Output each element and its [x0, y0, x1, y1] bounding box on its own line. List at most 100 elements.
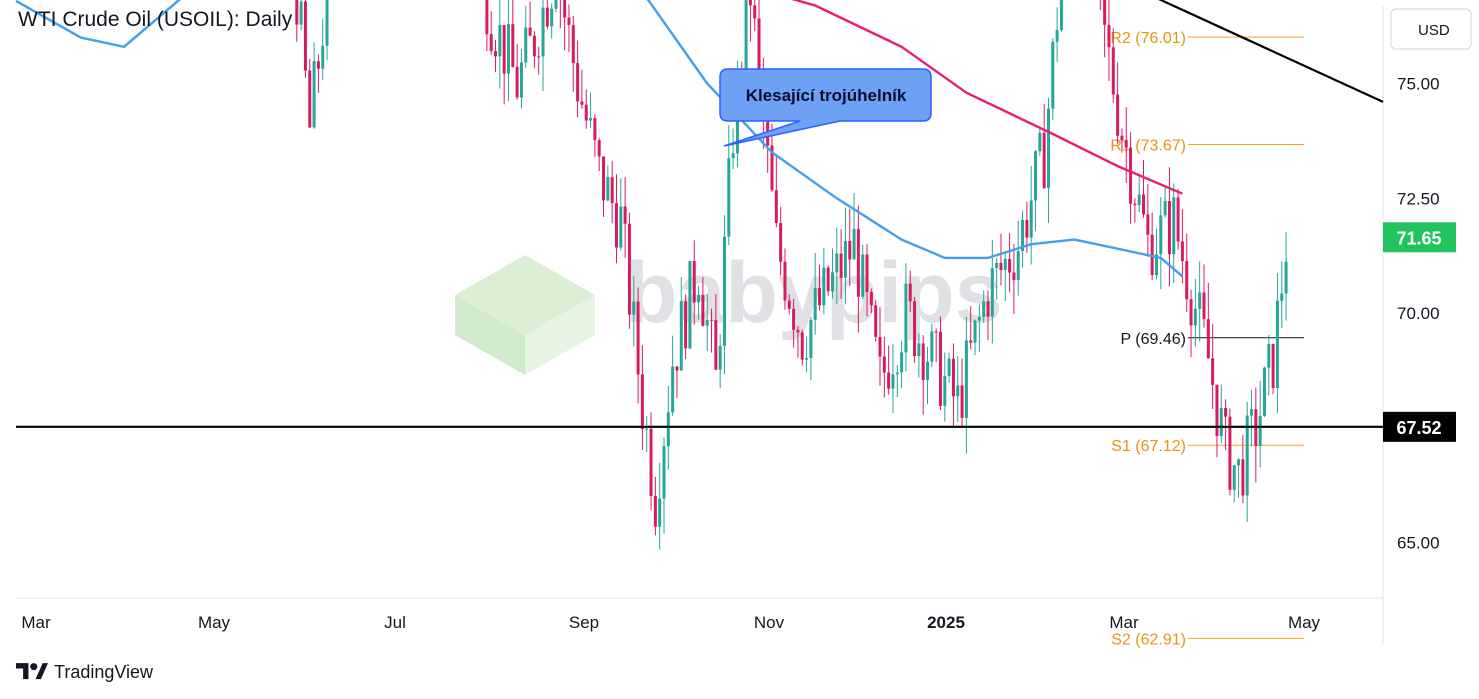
candle-body — [904, 283, 908, 353]
current-price-badge — [1383, 222, 1456, 253]
candle-body — [1219, 407, 1223, 437]
candle-body — [593, 118, 597, 141]
candle-body — [506, 24, 510, 74]
x-tick-label: May — [1288, 613, 1321, 632]
candle-body — [1120, 135, 1124, 141]
candle-body — [675, 366, 679, 371]
candle-body — [1111, 47, 1115, 95]
candle-body — [619, 206, 623, 248]
price-badges: 71.65 67.52 — [1383, 222, 1456, 442]
candle-body — [1055, 30, 1059, 42]
brand-name: TradingView — [54, 661, 154, 682]
y-tick-label: 65.00 — [1397, 534, 1440, 553]
candle-body — [580, 101, 584, 105]
candle-body — [1271, 344, 1275, 388]
candle-body — [325, 0, 329, 46]
candle-body — [926, 361, 930, 381]
tradingview-logo-icon — [16, 663, 48, 680]
candle-body — [299, 1, 303, 25]
candle-body — [969, 340, 973, 343]
callout-bubble — [719, 68, 932, 147]
candle-body — [571, 24, 575, 64]
candle-body — [1142, 194, 1146, 215]
candle-body — [818, 288, 822, 306]
candle-body — [554, 0, 558, 9]
candle-body — [1258, 415, 1262, 446]
candle-body — [960, 385, 964, 418]
candle-body — [852, 229, 856, 260]
axes: 65.0067.5070.0072.5075.0077.5080.0082.50… — [21, 75, 1440, 633]
candle-body — [1237, 459, 1241, 466]
candle-body — [649, 428, 653, 496]
candle-body — [1016, 251, 1020, 281]
candle-body — [848, 240, 852, 260]
candle-body — [861, 254, 865, 297]
x-tick-label: Nov — [754, 613, 785, 632]
annotation-callout[interactable]: Klesající trojúhelník — [719, 68, 932, 147]
candle-body — [653, 495, 657, 527]
candle-body — [692, 261, 696, 303]
candle-body — [718, 345, 722, 370]
candle-body — [1180, 241, 1184, 262]
candle-body — [900, 352, 904, 373]
candle-body — [1198, 292, 1202, 309]
candle-body — [1245, 415, 1249, 496]
y-tick-label: 72.50 — [1397, 189, 1440, 208]
y-tick-label: 75.00 — [1397, 75, 1440, 94]
candle-body — [623, 206, 627, 224]
moving-averages — [15, 0, 1184, 278]
candle-body — [999, 262, 1003, 271]
candle-body — [830, 272, 834, 292]
candle-body — [515, 66, 519, 98]
candle-body — [321, 45, 325, 69]
candle-body — [1267, 344, 1271, 368]
candle-body — [576, 63, 580, 102]
pivot-label: P (69.46) — [1120, 331, 1186, 348]
candle-body — [869, 292, 873, 306]
candle-body — [1034, 151, 1038, 201]
candle-body — [584, 104, 588, 121]
candle-body — [1059, 0, 1063, 31]
candle-body — [956, 385, 960, 397]
candle-body — [774, 190, 778, 224]
pivot-label: R2 (76.01) — [1110, 30, 1186, 47]
tradingview-brand[interactable]: TradingView — [16, 661, 153, 683]
candle-body — [843, 240, 847, 278]
currency-button[interactable]: USD — [1390, 8, 1472, 50]
candle-body — [796, 329, 800, 333]
candle-body — [986, 301, 990, 317]
candle-body — [494, 51, 498, 57]
candle-body — [1206, 319, 1210, 359]
candle-body — [921, 343, 925, 381]
candle-body — [303, 1, 307, 71]
candle-body — [973, 320, 977, 343]
x-tick-label: Jul — [384, 613, 406, 632]
candle-body — [632, 301, 636, 315]
candle-body — [502, 25, 506, 74]
candle-body — [938, 331, 942, 406]
candle-body — [1193, 308, 1197, 326]
candle-body — [636, 301, 640, 375]
candle-body — [308, 70, 312, 128]
candle-body — [1232, 465, 1236, 490]
candle-body — [550, 8, 554, 27]
candle-body — [792, 308, 796, 330]
candle-body — [770, 145, 774, 191]
candle-body — [1224, 407, 1228, 417]
candle-body — [1228, 416, 1232, 490]
ma-slow-line — [791, 0, 1183, 195]
candle-body — [977, 316, 981, 321]
candle-body — [744, 0, 748, 79]
candle-body — [645, 428, 649, 430]
candle-body — [887, 372, 891, 389]
candle-body — [800, 332, 804, 360]
candle-body — [710, 319, 714, 321]
candle-body — [809, 319, 813, 359]
candle-body — [519, 62, 523, 98]
candle-body — [532, 35, 536, 57]
price-axis-background — [1383, 0, 1479, 645]
candle-body — [826, 267, 830, 292]
drawing-lines[interactable] — [16, 0, 1384, 428]
candle-body — [779, 223, 783, 262]
